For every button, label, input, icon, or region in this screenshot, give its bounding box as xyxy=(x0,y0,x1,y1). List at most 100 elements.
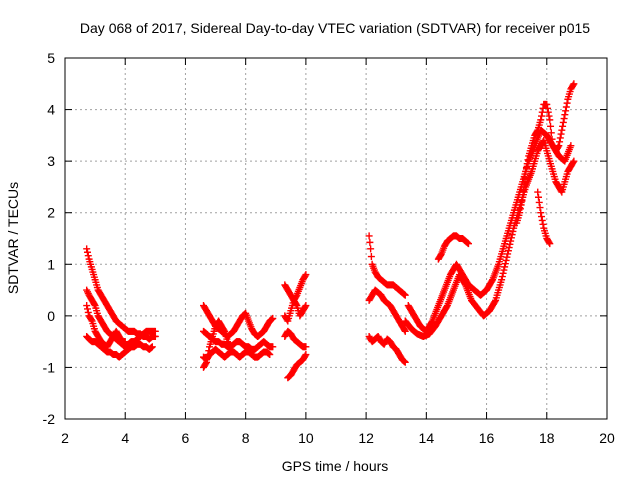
data-point xyxy=(570,157,578,165)
data-point xyxy=(519,187,527,195)
data-point xyxy=(519,193,527,201)
data-point xyxy=(545,112,553,120)
x-tick-label: 2 xyxy=(61,430,69,446)
data-series xyxy=(513,80,578,227)
data-point xyxy=(83,245,91,253)
grid xyxy=(65,58,607,419)
data-point xyxy=(547,129,555,137)
y-tick-label: -1 xyxy=(43,359,56,375)
data-point xyxy=(537,116,545,124)
data-point xyxy=(522,164,530,172)
data-point xyxy=(220,326,228,334)
data-points xyxy=(83,80,578,382)
data-point xyxy=(538,213,546,221)
data-point xyxy=(548,135,556,143)
data-point xyxy=(204,351,212,359)
data-point xyxy=(537,209,545,217)
data-series xyxy=(365,332,409,366)
data-point xyxy=(401,358,409,366)
data-point xyxy=(558,126,566,134)
data-point xyxy=(504,250,512,258)
data-series xyxy=(434,232,472,263)
data-point xyxy=(501,260,509,268)
data-point xyxy=(546,240,554,248)
data-series xyxy=(83,302,129,351)
data-point xyxy=(534,188,542,196)
data-point xyxy=(499,269,507,277)
data-point xyxy=(547,122,555,130)
data-point xyxy=(557,130,565,138)
data-point xyxy=(428,318,436,326)
data-point xyxy=(488,277,496,285)
data-point xyxy=(464,240,472,248)
data-point xyxy=(520,180,528,188)
data-point xyxy=(367,253,375,261)
plot-frame xyxy=(64,57,608,420)
data-point xyxy=(533,127,541,135)
data-point xyxy=(401,291,409,299)
data-point xyxy=(87,316,95,324)
data-point xyxy=(226,342,234,350)
x-tick-label: 12 xyxy=(358,430,374,446)
data-point xyxy=(302,271,310,279)
data-point xyxy=(90,300,98,308)
data-point xyxy=(544,108,552,116)
y-tick-label: -2 xyxy=(43,411,56,427)
data-point xyxy=(366,238,374,246)
data-point xyxy=(516,209,524,217)
chart-title: Day 068 of 2017, Sidereal Day-to-day VTE… xyxy=(80,20,590,36)
y-tick-label: 3 xyxy=(47,153,55,169)
data-series xyxy=(200,317,235,371)
data-point xyxy=(121,338,129,346)
data-point xyxy=(365,232,373,240)
data-point xyxy=(538,216,546,224)
data-point xyxy=(203,358,211,366)
data-point xyxy=(504,247,512,255)
x-tick-label: 6 xyxy=(182,430,190,446)
data-point xyxy=(83,302,91,310)
data-point xyxy=(563,99,571,107)
data-series xyxy=(83,286,159,351)
data-point xyxy=(148,343,156,351)
x-tick-label: 4 xyxy=(121,430,129,446)
data-point xyxy=(266,351,274,359)
data-point xyxy=(83,248,91,256)
data-point xyxy=(84,308,92,316)
data-series xyxy=(83,245,159,343)
data-point xyxy=(536,204,544,212)
data-point xyxy=(562,103,570,111)
x-tick-label: 8 xyxy=(242,430,250,446)
data-point xyxy=(502,256,510,264)
x-tick-label: 14 xyxy=(419,430,435,446)
data-point xyxy=(539,220,547,228)
y-axis-label: SDTVAR / TECUs xyxy=(5,182,21,294)
data-point xyxy=(524,156,532,164)
data-point xyxy=(437,251,445,259)
data-point xyxy=(500,266,508,274)
data-point xyxy=(556,134,564,142)
data-point xyxy=(301,272,309,280)
data-series xyxy=(365,232,409,299)
data-point xyxy=(301,352,309,360)
data-point xyxy=(401,327,409,335)
data-point xyxy=(538,108,546,116)
data-point xyxy=(203,354,211,362)
data-point xyxy=(517,201,525,209)
data-point xyxy=(503,253,511,261)
data-point xyxy=(302,351,310,359)
data-point xyxy=(567,142,575,150)
data-point xyxy=(554,143,562,151)
data-point xyxy=(84,252,92,260)
data-point xyxy=(559,118,567,126)
data-point xyxy=(501,263,509,271)
data-point xyxy=(151,327,159,335)
x-tick-label: 18 xyxy=(539,430,555,446)
data-point xyxy=(560,115,568,123)
data-point xyxy=(535,198,543,206)
data-point xyxy=(546,116,554,124)
data-point xyxy=(292,300,300,308)
x-tick-label: 10 xyxy=(298,430,314,446)
x-axis-label: GPS time / hours xyxy=(282,458,389,474)
